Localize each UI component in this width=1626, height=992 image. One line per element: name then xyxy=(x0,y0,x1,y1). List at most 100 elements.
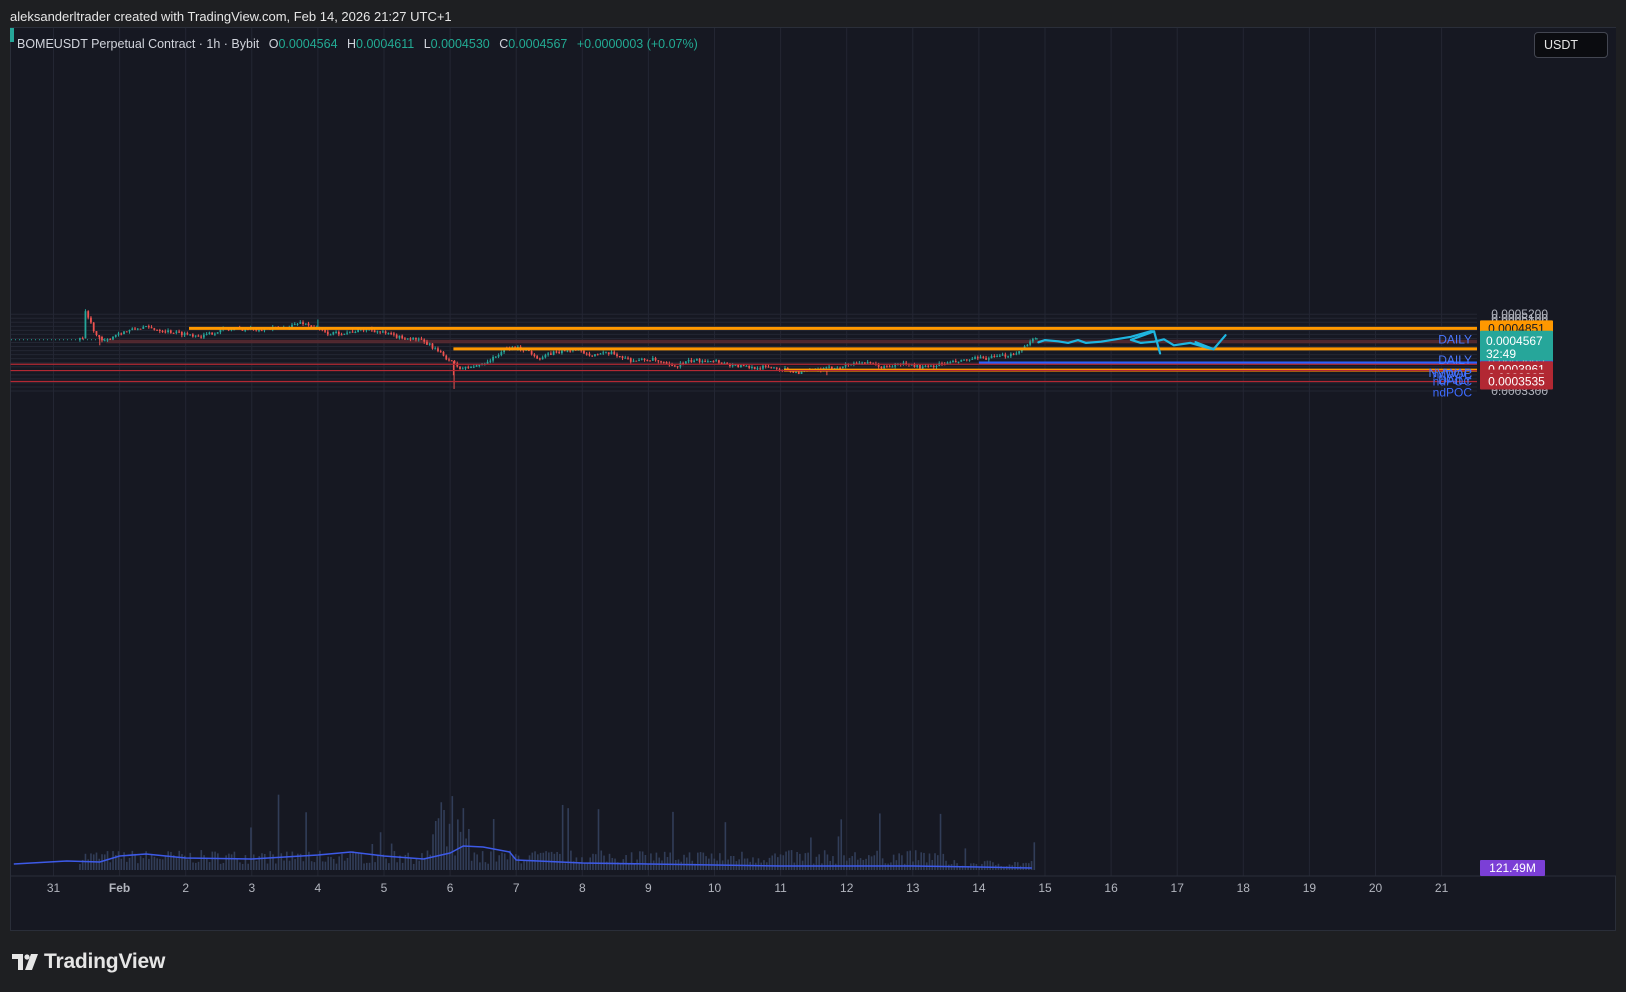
supply-zone[interactable] xyxy=(106,339,1477,344)
candle-body xyxy=(90,317,92,323)
candle-body xyxy=(486,361,489,364)
candle-body xyxy=(629,358,632,362)
candle-body xyxy=(886,366,888,368)
currency-selector[interactable]: USDT xyxy=(1534,32,1608,58)
tradingview-brand[interactable]: TradingView xyxy=(12,948,165,976)
candle-body xyxy=(401,335,404,339)
candle-body xyxy=(566,350,569,352)
candle-body xyxy=(894,364,897,367)
candle-body xyxy=(591,355,594,357)
candle-body xyxy=(150,327,153,329)
projection-up-path[interactable] xyxy=(1037,330,1156,344)
last-price-badge[interactable] xyxy=(1480,330,1553,361)
candle-body xyxy=(158,329,161,332)
candle-body xyxy=(767,366,770,368)
candle-body xyxy=(459,366,461,369)
candle-body xyxy=(852,362,855,365)
candle-body xyxy=(307,323,310,326)
candle-body xyxy=(445,355,448,360)
candle-body xyxy=(406,338,409,340)
candle-body xyxy=(949,362,952,364)
candle-body xyxy=(258,330,260,332)
candle-body xyxy=(1012,353,1015,355)
volume-badge[interactable] xyxy=(1480,860,1545,876)
candle-body xyxy=(131,328,134,330)
candle-body xyxy=(183,333,186,336)
candle-body xyxy=(376,331,379,333)
candle-body xyxy=(555,351,558,353)
candle-body xyxy=(602,352,605,354)
candle-body xyxy=(640,358,643,360)
candle-body xyxy=(434,348,437,350)
candle-body xyxy=(167,330,169,333)
candle-body xyxy=(891,366,894,368)
candle-body xyxy=(830,366,833,370)
candle-body xyxy=(618,356,621,358)
candle-body xyxy=(775,367,778,369)
candle-body xyxy=(764,365,767,367)
candle-body xyxy=(489,360,492,362)
candle-body xyxy=(723,363,726,365)
candle-body xyxy=(211,332,214,335)
candle-body xyxy=(927,365,930,367)
x-tick-label: 11 xyxy=(774,881,787,895)
ndpoc-price-badge[interactable] xyxy=(1480,373,1553,390)
low-value: 0.0004530 xyxy=(430,37,490,51)
candle-body xyxy=(792,371,795,373)
candle-body xyxy=(161,331,164,333)
candle-body xyxy=(329,334,332,336)
candle-body xyxy=(191,334,194,337)
x-tick-label: 2 xyxy=(182,881,189,895)
candle-body xyxy=(877,364,880,367)
bar-countdown-label: 32:49 xyxy=(1486,347,1516,361)
candle-body xyxy=(448,359,450,361)
x-tick-label: 31 xyxy=(47,881,61,895)
candle-body xyxy=(954,360,957,363)
candle-body xyxy=(660,361,662,363)
candle-body xyxy=(387,333,390,335)
price-axis[interactable] xyxy=(1477,28,1616,876)
candle-body xyxy=(136,328,139,330)
candle-body xyxy=(381,331,384,333)
candle-body xyxy=(153,328,156,330)
candle-body xyxy=(720,362,723,364)
candle-body xyxy=(492,357,494,361)
candle-body xyxy=(635,360,638,362)
live-indicator xyxy=(10,28,14,42)
x-tick-label: 21 xyxy=(1435,881,1449,895)
candle-body xyxy=(841,366,844,368)
candle-body xyxy=(594,354,596,357)
x-tick-label: 13 xyxy=(906,881,920,895)
candle-body xyxy=(1007,356,1009,358)
candle-body xyxy=(563,350,566,352)
candle-body xyxy=(450,360,453,362)
candle-body xyxy=(302,322,304,325)
candle-body xyxy=(365,329,368,331)
candle-body xyxy=(745,365,748,367)
candle-body xyxy=(965,359,968,361)
close-label: C xyxy=(499,37,509,51)
candle-body xyxy=(671,364,673,366)
x-tick-label: 5 xyxy=(381,881,388,895)
candle-body xyxy=(654,358,657,361)
candle-body xyxy=(340,334,343,336)
candle-body xyxy=(1004,354,1007,357)
candle-body xyxy=(194,335,197,337)
candle-body xyxy=(332,332,335,335)
low-label: L xyxy=(423,37,431,51)
candle-body xyxy=(778,368,781,370)
candle-body xyxy=(607,352,610,355)
high-label: H xyxy=(347,37,357,51)
candle-body xyxy=(662,361,665,363)
candle-body xyxy=(971,358,974,360)
candle-body xyxy=(828,366,830,368)
candle-body xyxy=(145,326,147,328)
candle-body xyxy=(354,331,357,333)
candle-body xyxy=(103,340,106,342)
candle-body xyxy=(734,364,737,366)
candle-body xyxy=(197,335,200,337)
candle-body xyxy=(437,348,439,352)
candle-body xyxy=(326,331,329,335)
symbol-title[interactable]: BOMEUSDT Perpetual Contract · 1h · Bybit xyxy=(17,37,260,51)
